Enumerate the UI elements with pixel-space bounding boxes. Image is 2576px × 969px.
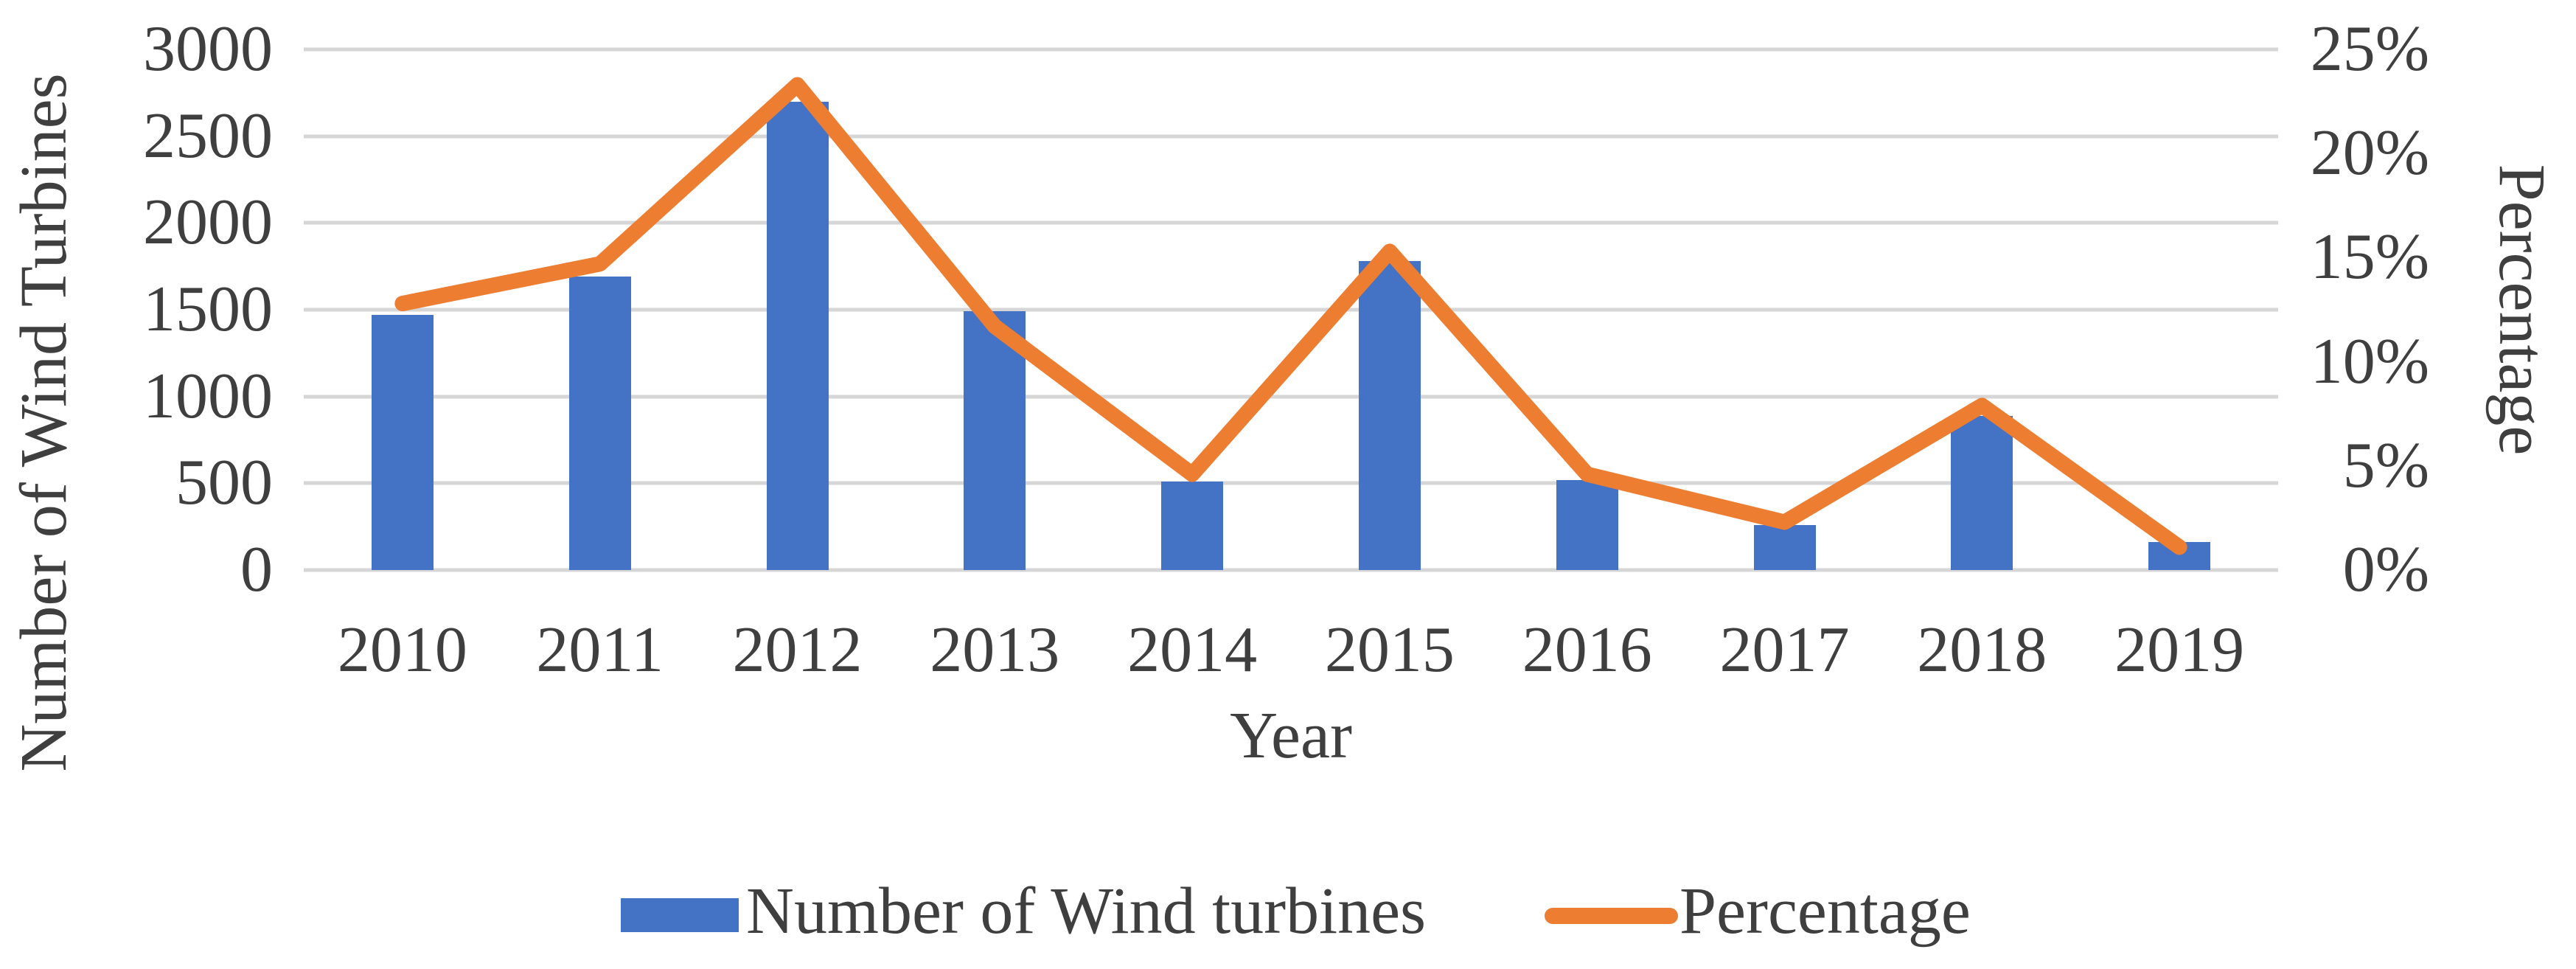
x-axis-tick: 2016 — [1522, 614, 1652, 686]
x-axis-tick: 2013 — [930, 614, 1060, 686]
gridline — [304, 308, 2278, 312]
gridline — [304, 47, 2278, 52]
x-axis-tick: 2014 — [1127, 614, 1258, 686]
y-axis-tick-left: 1500 — [143, 274, 273, 345]
x-axis-tick: 2017 — [1719, 614, 1850, 686]
y-axis-tick-right: 20% — [2310, 117, 2429, 190]
legend-bar-label: Number of Wind turbines — [746, 875, 1427, 948]
y-axis-tick-left: 0 — [240, 534, 273, 605]
y-axis-tick-left: 2000 — [143, 187, 273, 259]
x-axis-tick: 2018 — [1917, 614, 2047, 686]
gridline — [304, 134, 2278, 139]
x-axis-tick: 2019 — [2114, 614, 2245, 686]
bar-2014 — [1161, 481, 1224, 570]
bar-2015 — [1358, 261, 1421, 570]
gridline — [304, 395, 2278, 399]
bar-2010 — [371, 315, 434, 570]
legend-line-label: Percentage — [1679, 875, 1971, 948]
x-axis-tick: 2010 — [337, 614, 467, 686]
bar-2012 — [766, 101, 829, 570]
trend-line-layer — [394, 77, 2187, 555]
percentage-line — [394, 77, 2187, 555]
x-axis-tick: 2015 — [1324, 614, 1455, 686]
bar-2018 — [1951, 415, 2013, 570]
y-axis-tick-left: 3000 — [143, 13, 273, 85]
y-axis-tick-right: 15% — [2310, 221, 2429, 294]
bar-2017 — [1753, 524, 1816, 570]
bar-2016 — [1556, 479, 1618, 570]
y-axis-tick-right: 5% — [2342, 429, 2429, 501]
gridline — [304, 568, 2278, 572]
bar-2011 — [568, 277, 631, 570]
x-axis-title: Year — [1230, 699, 1352, 772]
plot-area — [304, 47, 2278, 572]
x-axis-tick: 2012 — [732, 614, 863, 686]
x-axis-tick: 2011 — [536, 614, 664, 686]
y-axis-tick-left: 1000 — [143, 360, 273, 432]
y-axis-tick-left: 500 — [175, 447, 273, 519]
y-axis-tick-right: 10% — [2310, 325, 2429, 397]
bar-2013 — [964, 311, 1026, 570]
y-axis-tick-left: 2500 — [143, 100, 273, 172]
legend-bar-swatch — [621, 898, 739, 932]
y-axis-title-right: Percentage — [2485, 164, 2558, 456]
gridline — [304, 481, 2278, 485]
legend-line-swatch — [1545, 908, 1678, 924]
y-axis-tick-right: 25% — [2310, 13, 2429, 85]
gridline — [304, 220, 2278, 225]
y-axis-tick-right: 0% — [2342, 534, 2429, 605]
